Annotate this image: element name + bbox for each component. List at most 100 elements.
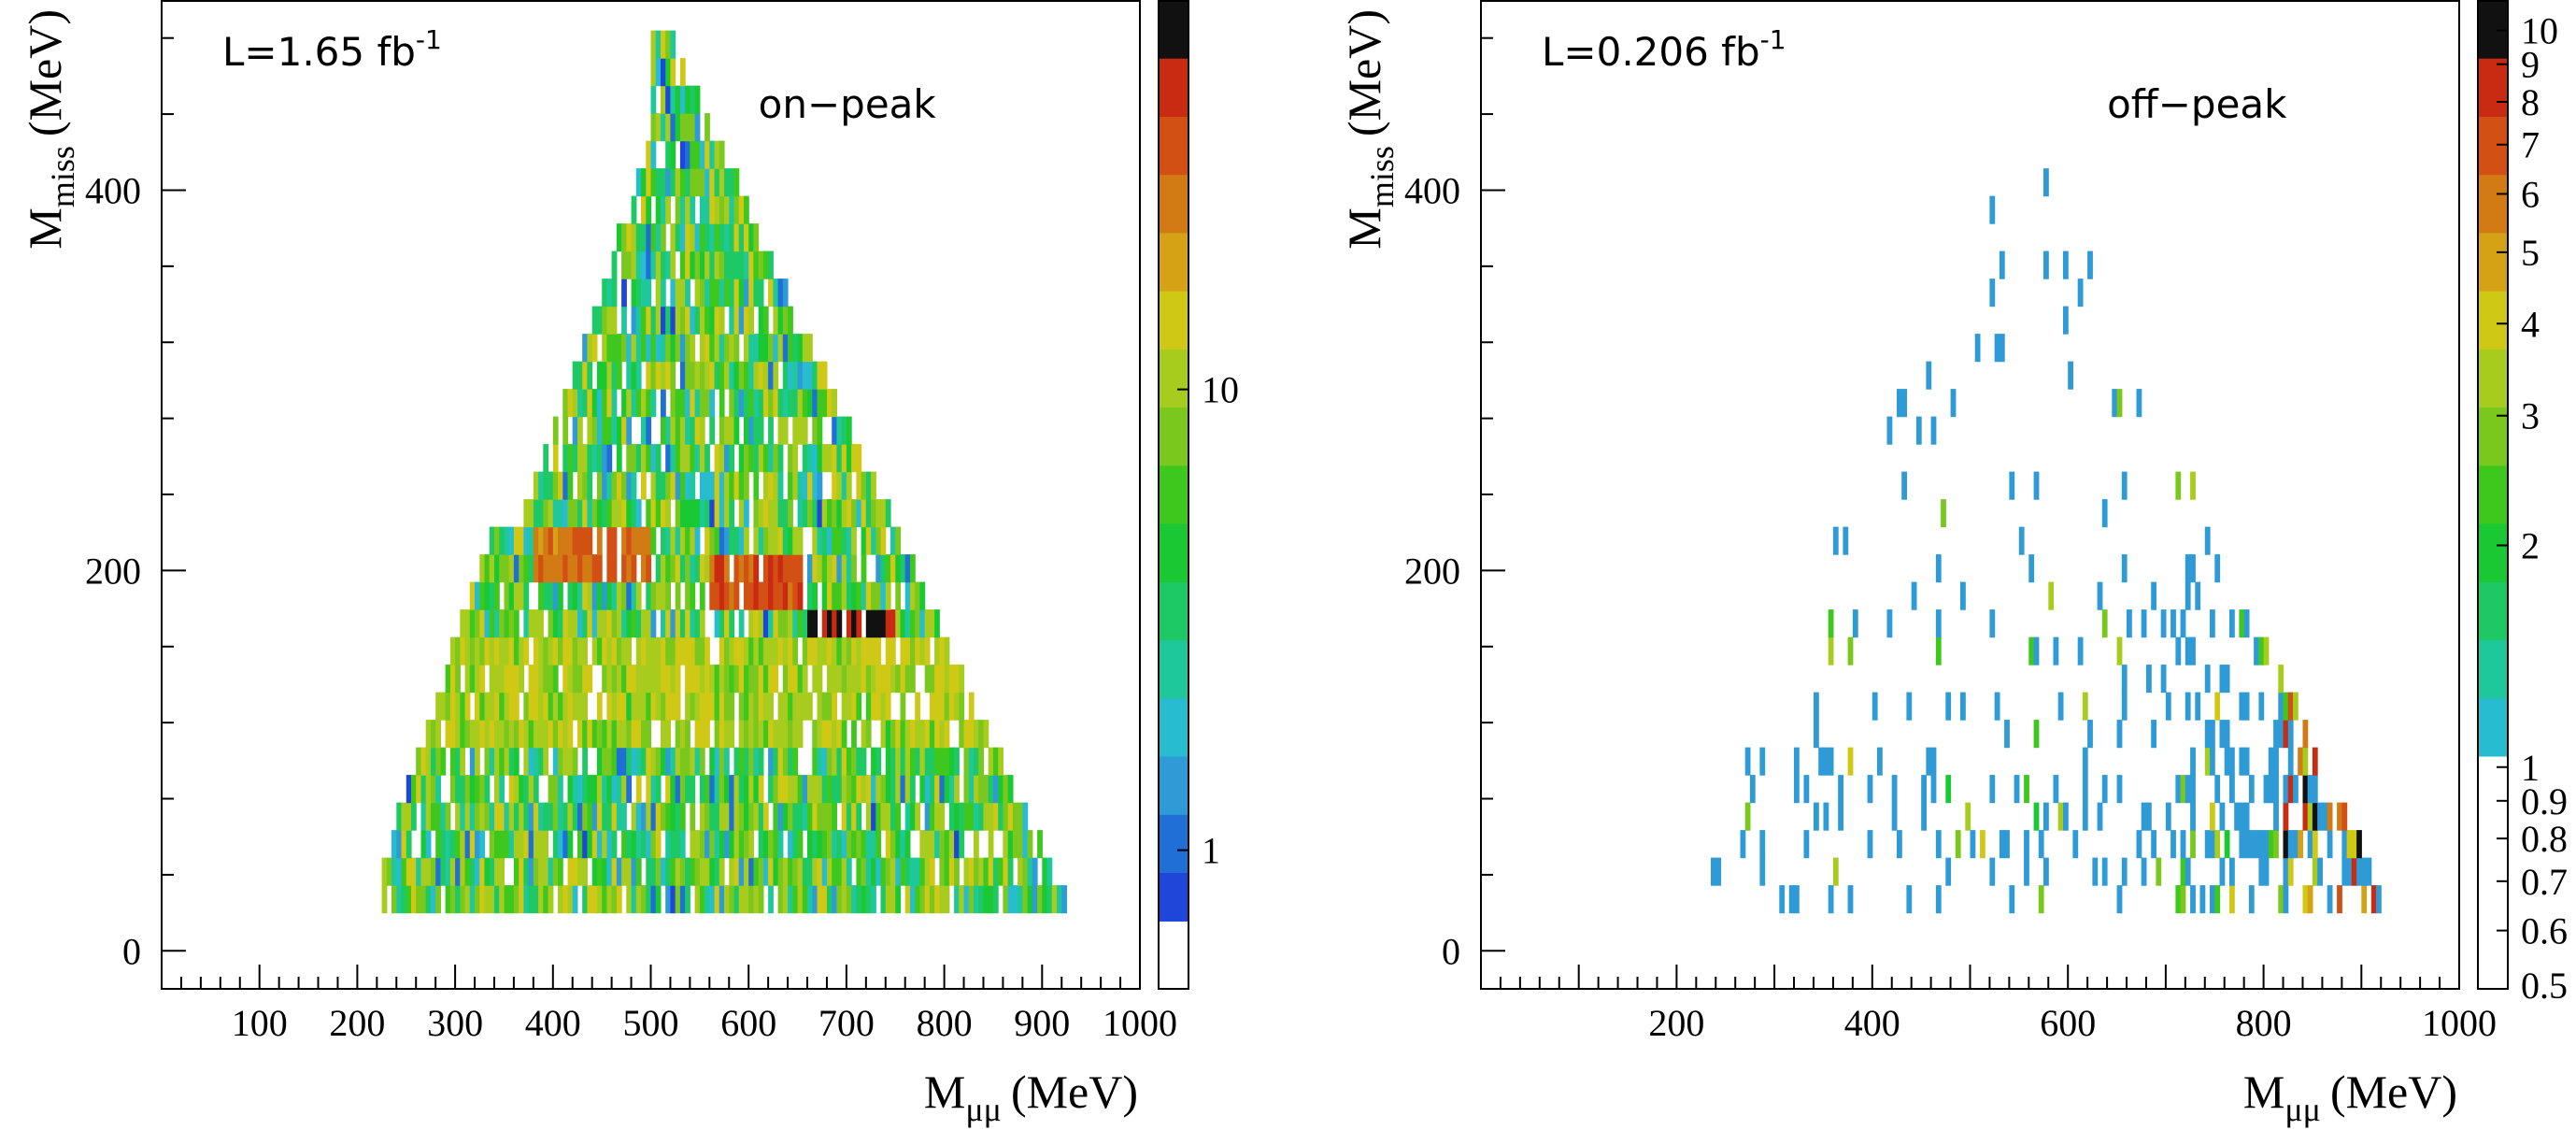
y-tick-label: 0 [1442, 930, 1460, 972]
heatmap-cell [2190, 554, 2196, 583]
heatmap-cell [523, 720, 530, 749]
heatmap-cell [665, 499, 671, 528]
heatmap-cell [552, 609, 559, 638]
heatmap-cell [2057, 802, 2064, 831]
heatmap-cell [475, 830, 480, 859]
heatmap-cell [959, 665, 965, 694]
heatmap-cell [812, 499, 818, 528]
heatmap-cell [768, 775, 774, 804]
heatmap-cell [900, 637, 906, 665]
heatmap-cell [455, 775, 461, 804]
heatmap-cell [670, 444, 676, 473]
heatmap-cell [782, 692, 789, 721]
heatmap-cell [694, 637, 701, 665]
heatmap-cell [709, 692, 716, 721]
heatmap-cell [797, 334, 804, 363]
heatmap-cell [944, 885, 950, 914]
heatmap-cell [528, 802, 534, 831]
heatmap-cell [582, 499, 588, 528]
heatmap-cell [861, 526, 867, 555]
heatmap-cell [635, 747, 642, 776]
heatmap-cell [646, 857, 652, 886]
heatmap-cell [494, 802, 500, 831]
heatmap-cell [948, 857, 955, 886]
heatmap-cell [988, 885, 994, 914]
heatmap-cell [411, 885, 417, 914]
heatmap-cell [724, 526, 730, 555]
heatmap-cell [558, 499, 563, 528]
heatmap-cell [1003, 857, 1009, 886]
heatmap-cell [2101, 499, 2108, 528]
heatmap-cell [519, 775, 524, 804]
heatmap-cell [773, 444, 779, 473]
heatmap-cell [690, 857, 696, 886]
colorbar-segment [2478, 639, 2508, 699]
colorbar-frame [2477, 0, 2509, 990]
x-axis-title: Mμμ (MeV) [924, 1066, 1138, 1128]
heatmap-cell [2180, 609, 2186, 638]
heatmap-cell [533, 471, 539, 500]
heatmap-cell [655, 361, 662, 390]
heatmap-cell [885, 720, 891, 749]
heatmap-cell [508, 747, 515, 776]
heatmap-cell [812, 637, 818, 665]
heatmap-cell [817, 526, 823, 555]
heatmap-cell [1759, 747, 1766, 776]
heatmap-cell [631, 250, 637, 279]
heatmap-cell [738, 471, 745, 500]
heatmap-cell [782, 389, 789, 418]
heatmap-cell [758, 499, 764, 528]
heatmap-cell [513, 637, 519, 665]
heatmap-cell [635, 444, 642, 473]
heatmap-cell [733, 334, 740, 363]
heatmap-cell [832, 720, 837, 749]
heatmap-cell [792, 416, 799, 445]
heatmap-cell [924, 830, 931, 859]
heatmap-cell [841, 720, 847, 749]
heatmap-cell [974, 830, 979, 859]
heatmap-cell [489, 802, 495, 831]
heatmap-cell [875, 581, 882, 610]
heatmap-cell [611, 747, 618, 776]
heatmap-cell [685, 334, 690, 363]
heatmap-cell [861, 637, 867, 665]
heatmap-cell [631, 885, 637, 914]
heatmap-cell [685, 692, 690, 721]
heatmap-cell [846, 554, 852, 583]
heatmap-cell [2033, 802, 2040, 831]
heatmap-cell [968, 857, 975, 886]
heatmap-cell [2141, 857, 2147, 886]
heatmap-cell [910, 857, 916, 886]
heatmap-cell [685, 499, 690, 528]
heatmap-cell [777, 389, 784, 418]
heatmap-cell [661, 306, 666, 335]
heatmap-cell [670, 857, 676, 886]
heatmap-cell [729, 168, 735, 197]
heatmap-cell [449, 747, 456, 776]
heatmap-cell [1051, 885, 1058, 914]
heatmap-cell [694, 168, 701, 197]
heatmap-cell [591, 444, 598, 473]
heatmap-cell [548, 665, 554, 694]
heatmap-cell [616, 747, 622, 776]
heatmap-cell [611, 389, 618, 418]
heatmap-cell [939, 665, 946, 694]
heatmap-cell [744, 581, 749, 610]
heatmap-cell [685, 416, 690, 445]
heatmap-cell [709, 747, 716, 776]
heatmap-cell [924, 802, 931, 831]
heatmap-cell [661, 195, 666, 224]
heatmap-cell [832, 581, 837, 610]
heatmap-cell [704, 775, 710, 804]
heatmap-cell [679, 279, 686, 308]
heatmap-cell [587, 802, 593, 831]
heatmap-cell [904, 581, 911, 610]
heatmap-cell [675, 334, 681, 363]
heatmap-cell [2185, 581, 2191, 610]
heatmap-cell [758, 526, 764, 555]
heatmap-cell [959, 885, 965, 914]
heatmap-cell [836, 830, 843, 859]
heatmap-cell [753, 250, 760, 279]
heatmap-cell [675, 389, 681, 418]
heatmap-cell [2273, 747, 2279, 776]
